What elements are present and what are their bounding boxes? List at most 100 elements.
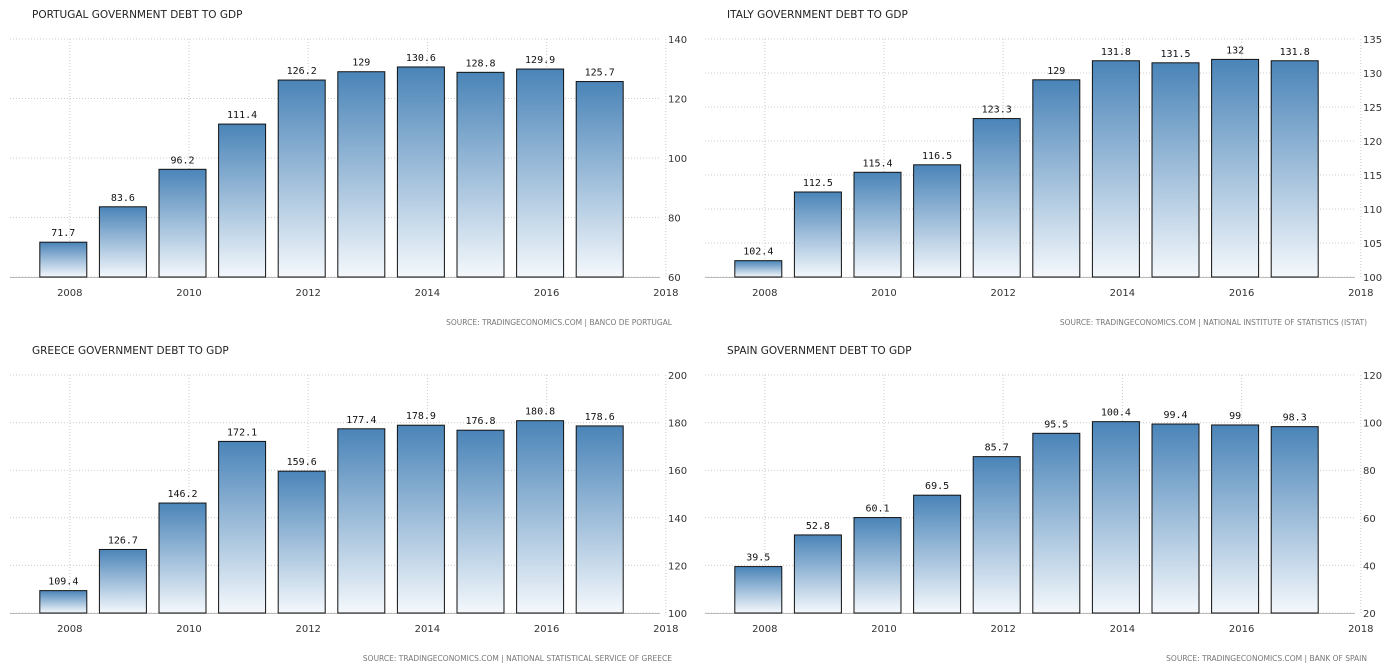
y-tick-label: 140 [668,35,687,46]
bar-2016 [516,68,565,278]
y-tick-label: 125 [1363,103,1382,114]
bar-2014 [1091,60,1140,278]
y-tick-label: 160 [668,466,687,477]
data-label: 131.8 [1101,47,1131,58]
data-label: 96.2 [170,155,194,166]
x-tick-label: 2016 [1229,624,1254,635]
bar-2010 [853,517,902,614]
y-tick-label: 60 [1363,514,1376,525]
x-tick-label: 2008 [57,288,82,299]
x-tick-label: 2018 [653,288,678,299]
x-tick-label: 2014 [1110,624,1135,635]
data-label: 172.1 [227,427,257,438]
bar-2015 [1151,423,1200,614]
data-label: 95.5 [1044,419,1068,430]
data-label: 176.8 [465,416,495,427]
bar-2008 [734,260,783,278]
y-tick-label: 100 [668,609,687,620]
bar-2011 [218,440,267,614]
data-label: 116.5 [922,151,952,162]
y-tick-label: 40 [1363,561,1376,572]
y-tick-label: 120 [1363,137,1382,148]
x-tick-label: 2016 [534,288,559,299]
y-tick-label: 130 [1363,69,1382,80]
bar-2013 [337,71,386,278]
chart-svg: GREECE GOVERNMENT DEBT TO GDP 100 120 140 16… [10,345,687,663]
y-tick-label: 140 [668,514,687,525]
data-label: 129 [352,58,370,69]
bar-2017 [1270,60,1319,278]
y-tick-label: 105 [1363,239,1382,250]
x-tick-label: 2018 [1348,624,1373,635]
data-label: 128.8 [465,58,495,69]
data-label: 123.3 [982,105,1012,116]
x-tick-label: 2012 [990,288,1015,299]
bar-2016 [516,420,565,614]
bar-2017 [575,81,624,278]
chart-svg: PORTUGAL GOVERNMENT DEBT TO GDP 60 80 100 12… [10,9,687,327]
data-label: 132 [1226,45,1244,56]
x-tick-label: 2012 [295,288,320,299]
data-label: 98.3 [1283,413,1307,424]
data-label: 146.2 [167,489,197,500]
chart-title: GREECE GOVERNMENT DEBT TO GDP [32,345,229,357]
data-label: 69.5 [925,481,949,492]
data-label: 129.9 [525,55,555,66]
bar-2014 [396,66,445,278]
bar-2014 [1091,421,1140,614]
y-tick-label: 200 [668,371,687,382]
data-label: 52.8 [806,521,830,532]
data-label: 83.6 [111,193,135,204]
chart-panel-spain: SPAIN GOVERNMENT DEBT TO GDP 20 40 60 80 100 1… [695,336,1390,672]
data-label: 99 [1229,411,1241,422]
data-label: 126.2 [287,66,317,77]
bar-2008 [734,566,783,614]
bar-2012 [277,79,326,278]
bar-2012 [972,118,1021,278]
bar-2015 [456,71,505,278]
bar-2012 [972,456,1021,614]
data-label: 109.4 [48,577,78,588]
data-label: 115.4 [862,158,892,169]
bar-2008 [39,241,88,278]
data-label: 131.8 [1280,47,1310,58]
bar-2016 [1211,58,1260,278]
bar-2015 [1151,62,1200,278]
x-tick-label: 2012 [990,624,1015,635]
y-tick-label: 135 [1363,35,1382,46]
chart-panel-italy: ITALY GOVERNMENT DEBT TO GDP 100 105 110 115… [695,0,1390,336]
data-label: 60.1 [865,504,889,515]
chart-title: PORTUGAL GOVERNMENT DEBT TO GDP [32,9,242,21]
y-tick-label: 120 [668,95,687,106]
data-label: 177.4 [346,415,376,426]
x-tick-label: 2010 [871,624,896,635]
x-tick-label: 2008 [752,624,777,635]
chart-source: SOURCE: TRADINGECONOMICS.COM | BANCO DE … [446,318,673,327]
y-tick-label: 110 [1363,205,1382,216]
data-label: 126.7 [108,535,138,546]
chart-panel-portugal: PORTUGAL GOVERNMENT DEBT TO GDP 60 80 100 12… [0,0,695,336]
bar-2015 [456,429,505,614]
data-label: 125.7 [585,68,615,79]
bar-2009 [98,206,147,278]
bar-2016 [1211,424,1260,614]
y-tick-label: 80 [668,214,681,225]
x-tick-label: 2008 [57,624,82,635]
data-label: 111.4 [227,110,257,121]
y-tick-label: 120 [668,561,687,572]
data-label: 39.5 [746,553,770,564]
bar-2010 [158,502,207,614]
bar-2011 [913,164,962,278]
chart-svg: ITALY GOVERNMENT DEBT TO GDP 100 105 110 115… [705,9,1382,327]
x-tick-label: 2010 [871,288,896,299]
y-tick-label: 180 [668,419,687,430]
data-label: 129 [1047,66,1065,77]
bar-2017 [1270,426,1319,614]
x-tick-label: 2008 [752,288,777,299]
bar-2014 [396,424,445,614]
x-tick-label: 2016 [534,624,559,635]
chart-title: SPAIN GOVERNMENT DEBT TO GDP [727,345,912,357]
x-tick-label: 2014 [1110,288,1135,299]
bar-2010 [853,171,902,278]
data-label: 130.6 [406,53,436,64]
